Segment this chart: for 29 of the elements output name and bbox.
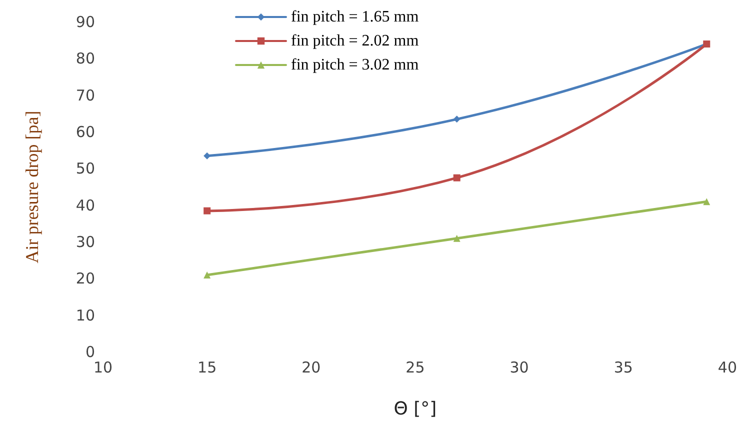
legend-label: fin pitch = 3.02 mm — [291, 56, 420, 74]
point — [453, 116, 460, 123]
x-tick-label: 30 — [510, 358, 529, 376]
point — [453, 174, 460, 182]
x-axis-title: Θ [°] — [394, 398, 437, 420]
y-tick-label: 70 — [76, 86, 95, 104]
x-tick-label: 10 — [93, 358, 113, 376]
x-tick-label: 40 — [718, 358, 738, 376]
y-tick-label: 80 — [76, 50, 95, 68]
y-tick-label: 90 — [76, 13, 95, 31]
x-tick-label: 25 — [406, 358, 425, 376]
y-tick-label: 40 — [76, 196, 95, 214]
point — [204, 207, 211, 214]
y-tick-label: 10 — [76, 306, 95, 324]
legend-label: fin pitch = 1.65 mm — [291, 8, 420, 26]
point — [703, 198, 710, 206]
y-tick-label: 60 — [76, 123, 95, 141]
x-tick-label: 35 — [614, 358, 633, 376]
y-tick-label: 20 — [76, 270, 95, 288]
x-tick-label: 15 — [198, 358, 217, 376]
legend-label: fin pitch = 2.02 mm — [291, 32, 420, 50]
y-tick-label: 30 — [76, 233, 95, 251]
point — [453, 234, 460, 242]
y-tick-label: 0 — [85, 343, 95, 361]
y-tick-label: 50 — [76, 160, 95, 178]
point — [204, 152, 211, 160]
x-tick-label: 20 — [302, 358, 321, 376]
point — [204, 272, 211, 278]
y-axis-title: Air presure drop [pa] — [22, 110, 42, 264]
